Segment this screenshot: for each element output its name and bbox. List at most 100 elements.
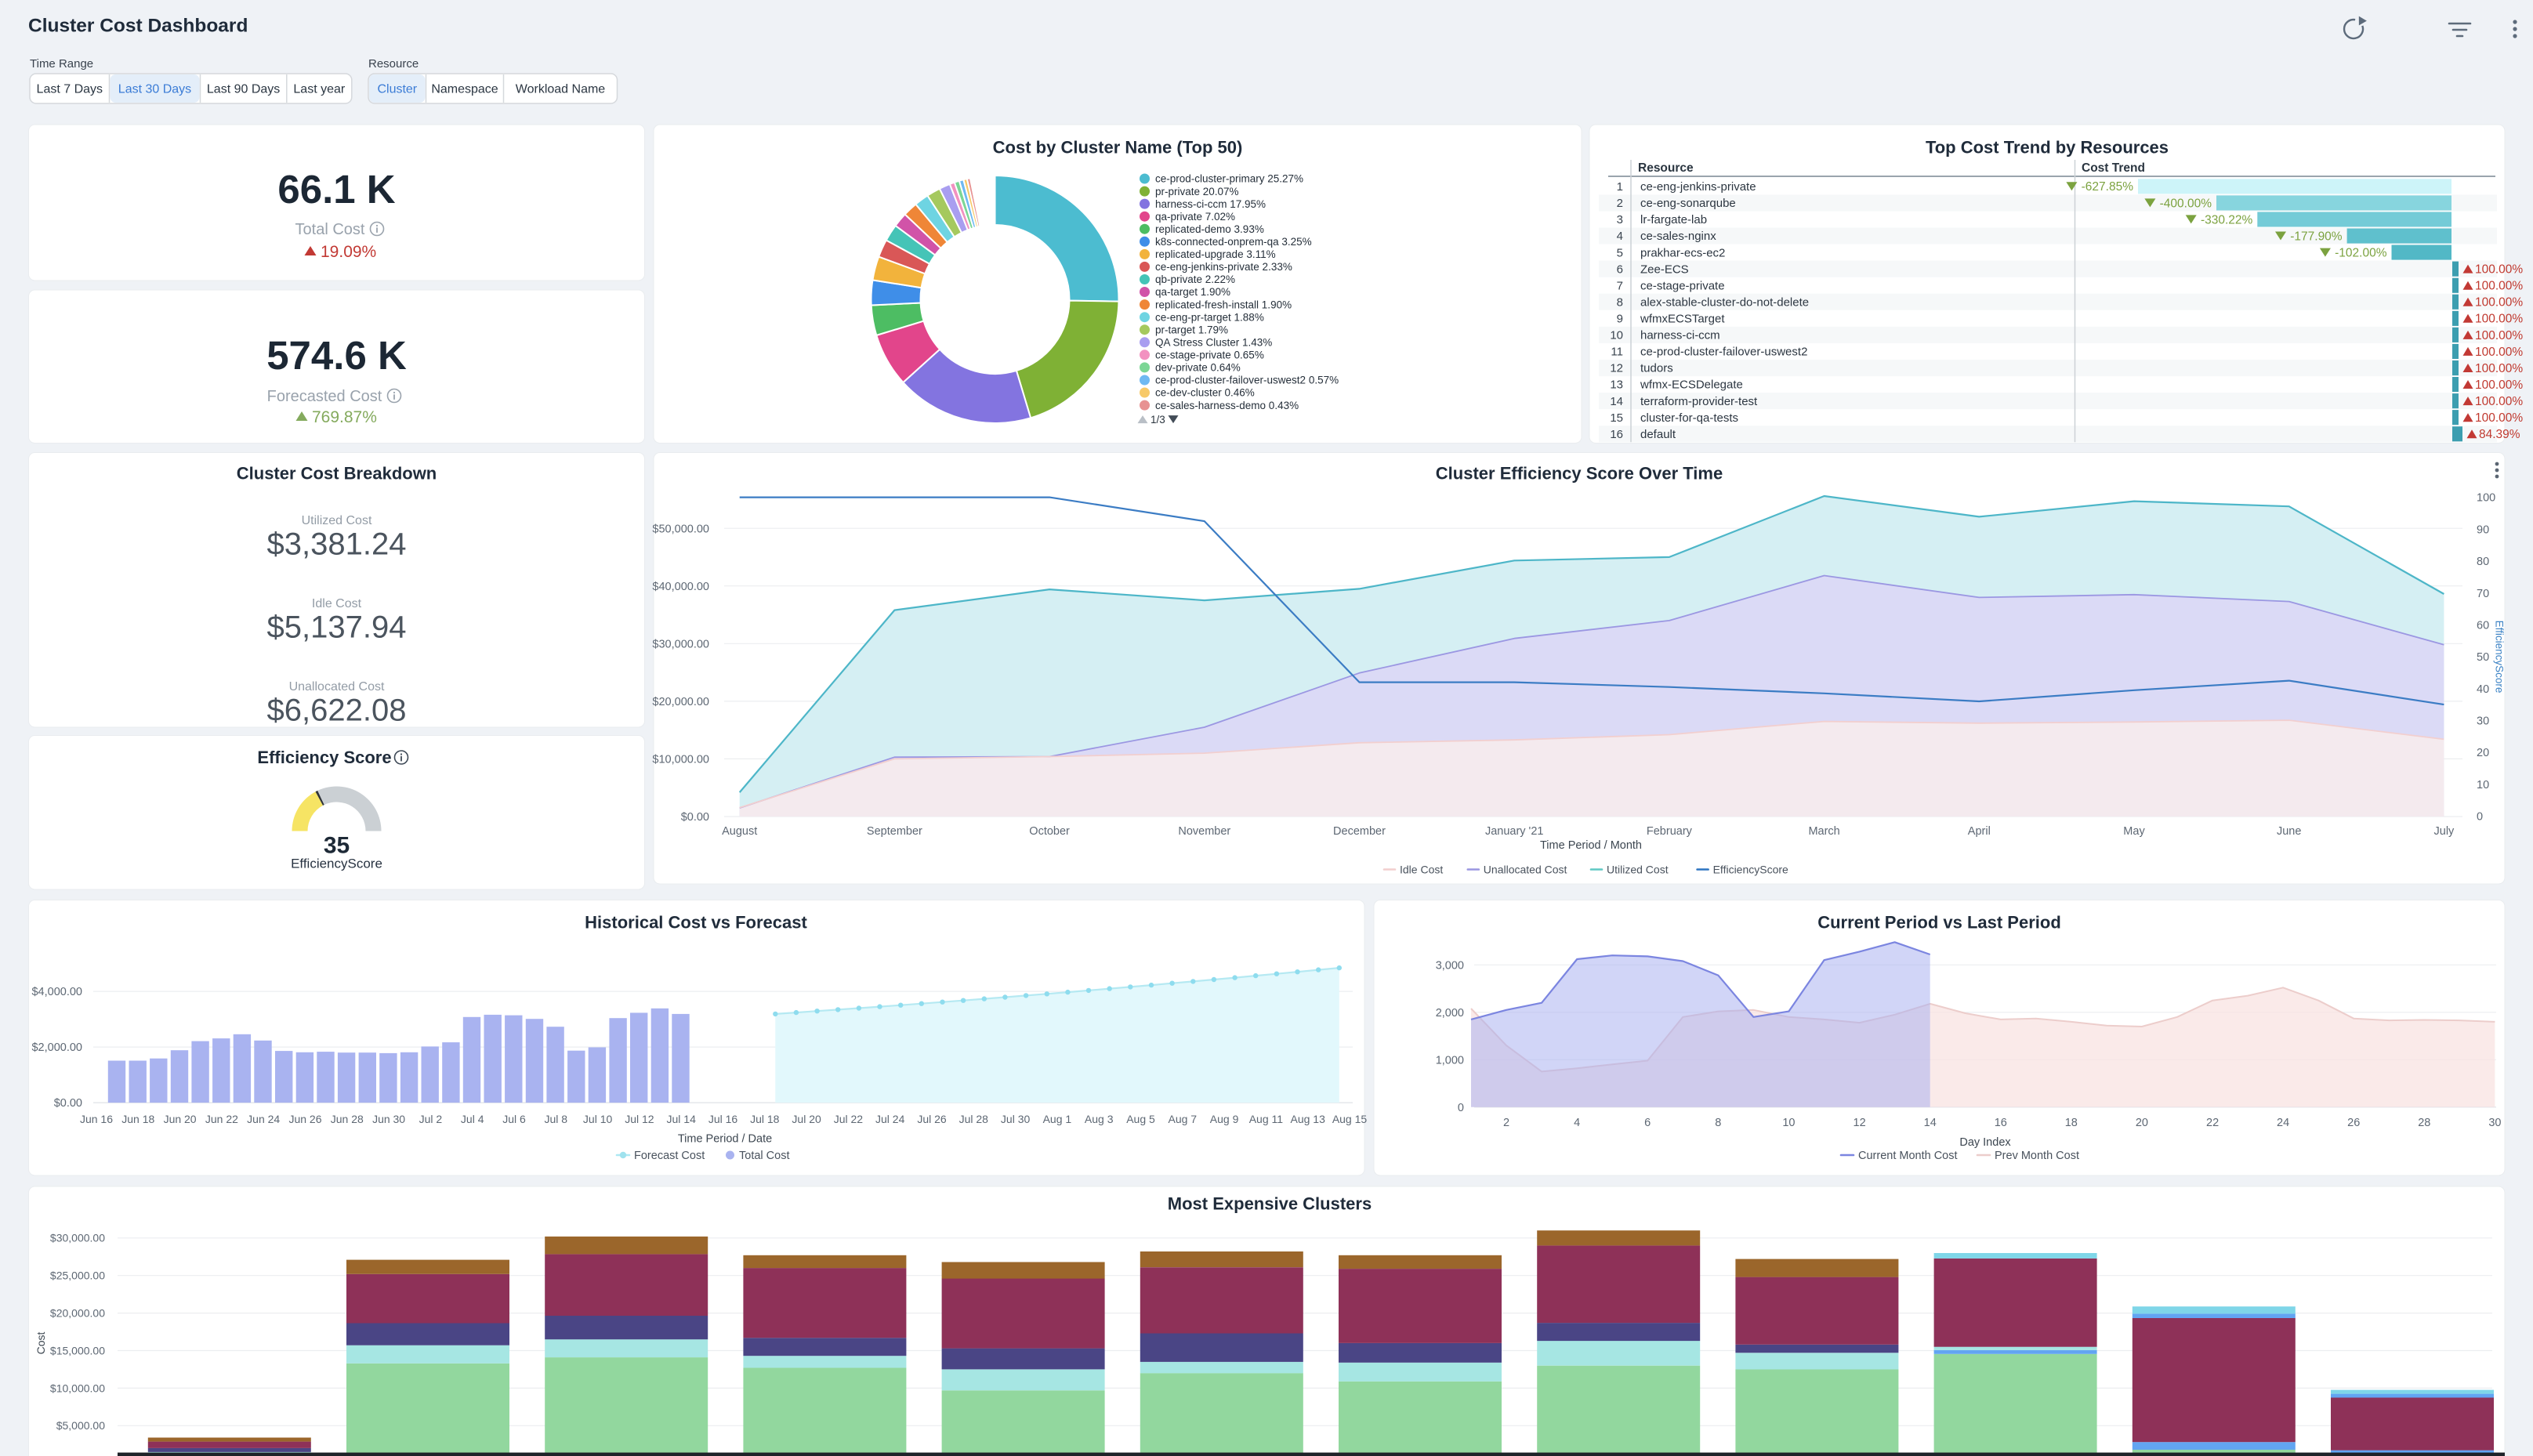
- svg-text:June: June: [2277, 825, 2301, 838]
- svg-text:alex-stable-cluster-do-not-del: alex-stable-cluster-do-not-delete: [1640, 295, 1809, 309]
- svg-text:100.00%: 100.00%: [2475, 313, 2523, 326]
- svg-text:Current Period vs Last Period: Current Period vs Last Period: [1817, 913, 2061, 933]
- svg-text:35: 35: [324, 833, 350, 859]
- svg-text:84.39%: 84.39%: [2479, 428, 2520, 441]
- svg-text:Day Index: Day Index: [1959, 1136, 2011, 1149]
- svg-text:tudors: tudors: [1640, 362, 1673, 375]
- svg-text:Aug 5: Aug 5: [1126, 1113, 1155, 1125]
- svg-text:Cluster: Cluster: [377, 83, 417, 96]
- svg-text:Cluster Cost Dashboard: Cluster Cost Dashboard: [28, 16, 248, 37]
- svg-text:10: 10: [1610, 329, 1623, 342]
- svg-text:harness-ci-ccm 17.95%: harness-ci-ccm 17.95%: [1155, 198, 1266, 210]
- svg-text:April: April: [1968, 825, 1991, 838]
- svg-text:wfmx-ECSDelegate: wfmx-ECSDelegate: [1640, 378, 1743, 392]
- svg-text:$3,381.24: $3,381.24: [267, 527, 407, 562]
- svg-text:Most Expensive Clusters: Most Expensive Clusters: [1168, 1194, 1372, 1214]
- svg-text:100.00%: 100.00%: [2475, 346, 2523, 359]
- svg-text:100: 100: [2477, 492, 2495, 505]
- svg-text:66.1 K: 66.1 K: [277, 167, 395, 212]
- svg-text:Time Period / Date: Time Period / Date: [678, 1133, 772, 1146]
- svg-text:Historical Cost vs Forecast: Historical Cost vs Forecast: [585, 913, 807, 933]
- svg-text:Aug 13: Aug 13: [1291, 1113, 1326, 1125]
- svg-text:Prev Month Cost: Prev Month Cost: [1995, 1150, 2079, 1162]
- svg-text:769.87%: 769.87%: [312, 408, 377, 426]
- svg-text:-400.00%: -400.00%: [2160, 197, 2212, 210]
- svg-text:Cost Trend: Cost Trend: [2082, 161, 2145, 175]
- svg-text:qb-private 2.22%: qb-private 2.22%: [1155, 273, 1235, 285]
- svg-text:ce-eng-jenkins-private: ce-eng-jenkins-private: [1640, 180, 1756, 194]
- svg-text:$20,000.00: $20,000.00: [50, 1307, 105, 1320]
- svg-text:March: March: [1808, 825, 1839, 838]
- svg-text:May: May: [2123, 825, 2145, 838]
- svg-text:Aug 3: Aug 3: [1085, 1113, 1114, 1125]
- svg-text:Top Cost Trend by Resources: Top Cost Trend by Resources: [1926, 138, 2169, 158]
- svg-text:90: 90: [2477, 523, 2489, 536]
- svg-text:ce-eng-jenkins-private 2.33%: ce-eng-jenkins-private 2.33%: [1155, 261, 1292, 273]
- svg-text:November: November: [1178, 825, 1230, 838]
- svg-text:Current Month Cost: Current Month Cost: [1858, 1150, 1958, 1162]
- svg-text:50: 50: [2477, 651, 2489, 664]
- svg-text:ce-stage-private: ce-stage-private: [1640, 279, 1725, 292]
- svg-text:pr-target 1.79%: pr-target 1.79%: [1155, 324, 1228, 335]
- svg-text:Resource: Resource: [1638, 161, 1694, 175]
- svg-text:4: 4: [1574, 1117, 1580, 1129]
- svg-text:QA Stress Cluster 1.43%: QA Stress Cluster 1.43%: [1155, 337, 1272, 349]
- svg-text:9: 9: [1617, 313, 1623, 326]
- svg-text:December: December: [1333, 825, 1386, 838]
- svg-text:$30,000.00: $30,000.00: [50, 1232, 105, 1244]
- svg-text:February: February: [1647, 825, 1693, 838]
- svg-text:Jul 30: Jul 30: [1001, 1113, 1031, 1125]
- svg-text:14: 14: [1924, 1117, 1937, 1129]
- svg-text:Jun 16: Jun 16: [80, 1113, 113, 1125]
- svg-text:3,000: 3,000: [1436, 959, 1464, 972]
- svg-text:15: 15: [1610, 411, 1623, 425]
- svg-text:Total Cost: Total Cost: [295, 221, 365, 238]
- svg-text:Jul 4: Jul 4: [461, 1113, 484, 1125]
- svg-text:$10,000.00: $10,000.00: [50, 1382, 105, 1394]
- svg-text:24: 24: [2277, 1117, 2289, 1129]
- svg-text:6: 6: [1617, 263, 1623, 276]
- svg-text:Aug 15: Aug 15: [1332, 1113, 1368, 1125]
- svg-text:0: 0: [2477, 811, 2483, 824]
- svg-text:2: 2: [1617, 197, 1623, 210]
- svg-text:Idle Cost: Idle Cost: [312, 597, 362, 610]
- svg-text:Jul 26: Jul 26: [917, 1113, 947, 1125]
- svg-text:Unallocated Cost: Unallocated Cost: [289, 680, 385, 694]
- svg-text:12: 12: [1854, 1117, 1866, 1129]
- svg-text:Jul 18: Jul 18: [750, 1113, 780, 1125]
- svg-text:replicated-fresh-install 1.90%: replicated-fresh-install 1.90%: [1155, 299, 1292, 310]
- svg-text:Cost: Cost: [34, 1332, 47, 1355]
- svg-text:Last 30 Days: Last 30 Days: [118, 83, 191, 96]
- svg-text:100.00%: 100.00%: [2475, 296, 2523, 310]
- svg-text:$0.00: $0.00: [54, 1097, 82, 1110]
- svg-text:5: 5: [1617, 246, 1623, 259]
- svg-text:qa-private 7.02%: qa-private 7.02%: [1155, 211, 1235, 223]
- svg-text:Last year: Last year: [293, 83, 345, 96]
- svg-text:Utilized Cost: Utilized Cost: [1607, 863, 1669, 875]
- svg-text:$15,000.00: $15,000.00: [50, 1344, 105, 1356]
- svg-text:100.00%: 100.00%: [2475, 411, 2523, 425]
- svg-text:Jun 22: Jun 22: [205, 1113, 238, 1125]
- svg-text:60: 60: [2477, 620, 2489, 632]
- svg-text:Utilized Cost: Utilized Cost: [302, 514, 372, 527]
- svg-text:$10,000.00: $10,000.00: [652, 754, 709, 766]
- svg-text:1/3: 1/3: [1151, 414, 1165, 426]
- svg-text:Cost by Cluster Name (Top 50): Cost by Cluster Name (Top 50): [993, 138, 1243, 158]
- svg-text:Forecasted Cost: Forecasted Cost: [267, 388, 382, 405]
- svg-text:Jul 14: Jul 14: [667, 1113, 697, 1125]
- svg-text:Jul 2: Jul 2: [419, 1113, 443, 1125]
- svg-text:$4,000.00: $4,000.00: [31, 986, 82, 998]
- svg-text:prakhar-ecs-ec2: prakhar-ecs-ec2: [1640, 246, 1725, 259]
- svg-text:13: 13: [1610, 378, 1623, 392]
- svg-text:3: 3: [1617, 213, 1623, 226]
- svg-text:20: 20: [2477, 747, 2489, 759]
- svg-text:ce-stage-private 0.65%: ce-stage-private 0.65%: [1155, 350, 1264, 361]
- svg-text:70: 70: [2477, 588, 2489, 600]
- svg-text:$6,622.08: $6,622.08: [267, 694, 407, 728]
- svg-text:cluster-for-qa-tests: cluster-for-qa-tests: [1640, 411, 1738, 425]
- svg-text:100.00%: 100.00%: [2475, 378, 2523, 392]
- svg-text:574.6 K: 574.6 K: [266, 333, 407, 378]
- svg-text:Jun 18: Jun 18: [121, 1113, 154, 1125]
- svg-text:Jun 24: Jun 24: [247, 1113, 280, 1125]
- svg-text:ce-sales-nginx: ce-sales-nginx: [1640, 230, 1716, 243]
